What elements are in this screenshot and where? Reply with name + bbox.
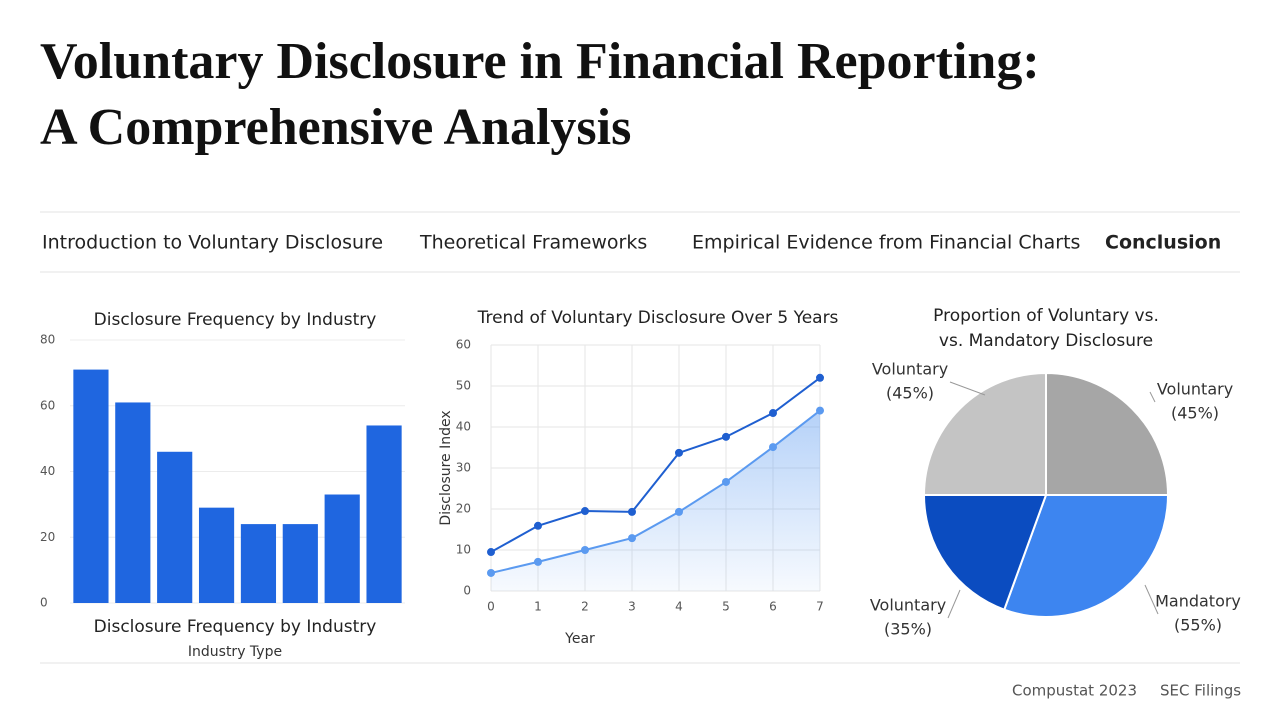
line-area xyxy=(491,410,820,591)
y-tick-label: 20 xyxy=(456,502,471,516)
y-tick-label: 40 xyxy=(456,420,471,434)
slice-value-label: (55%) xyxy=(1174,616,1222,635)
pie-slice xyxy=(922,371,1047,496)
x-tick-label: 4 xyxy=(675,600,683,614)
line xyxy=(490,409,821,574)
chart-title: Proportion of Voluntary vs. xyxy=(933,306,1159,326)
line-point xyxy=(769,409,777,418)
line-point xyxy=(722,432,730,441)
y-tick-label: 60 xyxy=(456,338,471,352)
nav-link[interactable]: Theoretical Frameworks xyxy=(419,232,647,254)
y-tick-label: 60 xyxy=(40,398,55,412)
line-point xyxy=(487,568,495,577)
nav-link[interactable]: Empirical Evidence from Financial Charts xyxy=(692,232,1080,254)
nav-link[interactable]: Conclusion xyxy=(1105,232,1221,254)
x-tick-label: 2 xyxy=(581,600,589,614)
y-tick-label: 30 xyxy=(456,461,471,475)
bar xyxy=(324,494,360,603)
leader-line xyxy=(1149,391,1156,403)
bar xyxy=(73,369,109,603)
leader-line xyxy=(949,381,986,396)
line-point xyxy=(534,557,542,566)
line-point xyxy=(487,548,495,557)
footer-source: Compustat 2023 xyxy=(1012,682,1137,700)
y-tick-label: 20 xyxy=(40,530,55,544)
line-point xyxy=(816,373,824,382)
page-title: Voluntary Disclosure in Financial Report… xyxy=(40,33,1040,90)
bar xyxy=(157,451,193,603)
bar xyxy=(282,524,318,603)
footer-source: SEC Filings xyxy=(1160,682,1241,700)
y-tick-label: 0 xyxy=(463,584,471,598)
x-tick-label: 0 xyxy=(487,600,495,614)
y-tick-label: 50 xyxy=(456,379,471,393)
line-point xyxy=(534,521,542,530)
bar xyxy=(198,507,235,603)
line-point xyxy=(628,534,636,543)
x-tick-label: 6 xyxy=(769,600,777,614)
x-tick-label: 7 xyxy=(816,600,824,614)
x-tick-label: 5 xyxy=(722,600,730,614)
y-tick-label: 40 xyxy=(40,464,55,478)
leader-line xyxy=(1144,584,1159,615)
chart-title: Trend of Voluntary Disclosure Over 5 Yea… xyxy=(477,308,839,328)
line-point xyxy=(675,448,683,457)
y-tick-label: 80 xyxy=(40,333,55,347)
line-point xyxy=(581,507,589,516)
bar xyxy=(366,425,402,603)
slice-label: Voluntary xyxy=(870,596,946,615)
y-axis-label: Disclosure Index xyxy=(438,410,454,525)
slice-value-label: (45%) xyxy=(1171,404,1219,423)
bar xyxy=(115,402,151,603)
nav-link[interactable]: Introduction to Voluntary Disclosure xyxy=(42,232,383,254)
chart-title: vs. Mandatory Disclosure xyxy=(939,331,1153,351)
line-point xyxy=(628,507,636,516)
x-tick-label: 1 xyxy=(534,600,542,614)
y-tick-label: 0 xyxy=(40,596,48,610)
y-tick-label: 10 xyxy=(456,543,471,557)
x-axis-label: Disclosure Frequency by Industry xyxy=(94,617,377,637)
slice-value-label: (45%) xyxy=(886,384,934,403)
chart-title: Disclosure Frequency by Industry xyxy=(94,310,377,330)
pie-slice xyxy=(1045,371,1170,496)
line-point xyxy=(675,507,683,516)
line-point xyxy=(816,406,824,415)
page-title: A Comprehensive Analysis xyxy=(40,99,631,156)
leader-line xyxy=(947,589,961,619)
slice-label: Mandatory xyxy=(1155,592,1241,611)
x-tick-label: 3 xyxy=(628,600,636,614)
slice-label: Voluntary xyxy=(1157,380,1233,399)
slice-value-label: (35%) xyxy=(884,620,932,639)
bar xyxy=(240,524,277,603)
line xyxy=(490,377,821,553)
pie-slice xyxy=(1002,494,1170,618)
line-point xyxy=(581,546,589,554)
pie-slice xyxy=(922,494,1048,611)
x-axis-label: Year xyxy=(564,631,595,647)
line-point xyxy=(722,477,730,486)
x-axis-label: Industry Type xyxy=(188,644,282,660)
slice-label: Voluntary xyxy=(872,360,948,379)
line-point xyxy=(769,443,777,452)
